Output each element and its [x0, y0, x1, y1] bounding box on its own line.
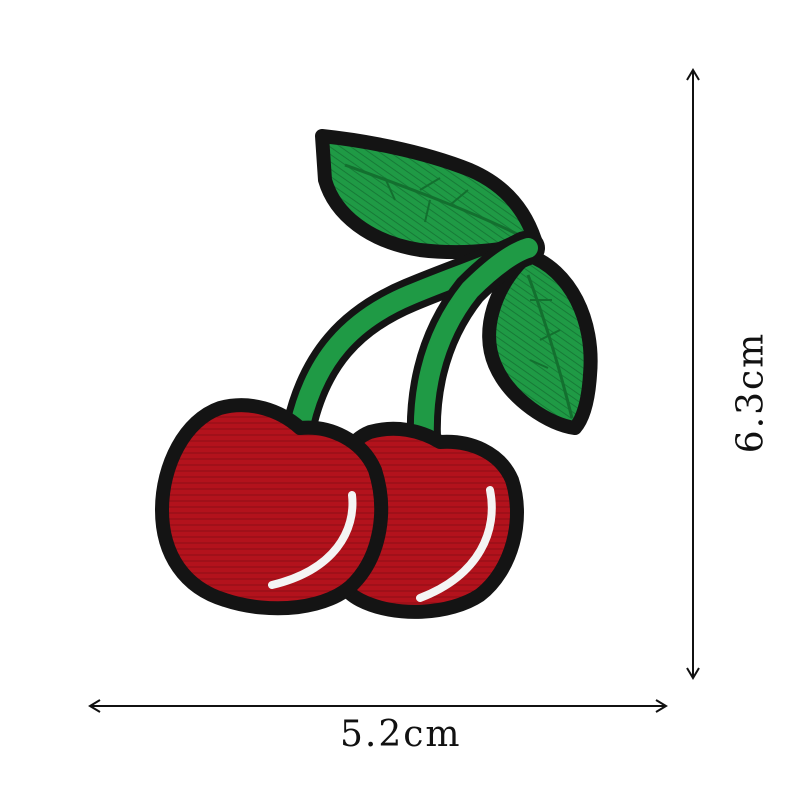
right-leaf — [482, 248, 598, 435]
height-dimension-arrow — [686, 68, 700, 680]
width-dimension-label: 5.2cm — [340, 714, 462, 755]
width-dimension-arrow — [88, 699, 668, 713]
left-cherry — [155, 398, 389, 616]
height-dimension-label: 6.3cm — [730, 331, 772, 454]
cherry-stems — [283, 231, 545, 472]
top-leaf — [315, 129, 542, 260]
